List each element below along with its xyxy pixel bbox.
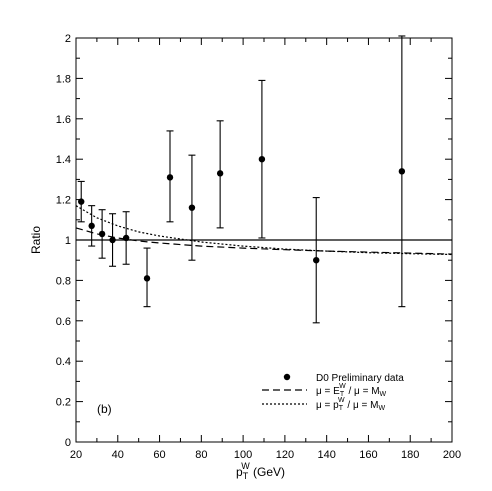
legend-label-data: D0 Preliminary data (316, 373, 404, 384)
data-marker (88, 222, 95, 230)
y-tick-label: 1.2 (56, 195, 71, 207)
data-marker (109, 236, 116, 244)
y-tick-label: 0.4 (56, 356, 71, 368)
data-point (188, 154, 196, 261)
data-point (216, 120, 224, 229)
curve-et-scale (75, 227, 453, 255)
y-tick-label: 0.6 (56, 316, 71, 328)
y-tick-label: 0.8 (56, 275, 71, 287)
theory-curves (75, 205, 453, 256)
y-tick-label: 0.2 (56, 397, 71, 409)
x-tick-label: 180 (401, 449, 419, 461)
data-point (77, 180, 85, 223)
data-marker (398, 168, 406, 175)
data-marker (188, 204, 196, 211)
y-tick-label: 0 (65, 437, 71, 449)
x-tick-label: 40 (112, 449, 124, 461)
y-tick-label: 1.4 (56, 154, 71, 166)
legend-marker-data (283, 373, 291, 381)
x-axis-label: pTW (GeV) (236, 461, 285, 481)
curve-pt-scale (75, 205, 453, 256)
x-axis-label-sup: W (241, 461, 250, 471)
legend-label-dashed: μ = ETW / μ = MW (316, 383, 387, 398)
y-tick-label: 1 (65, 235, 71, 247)
x-tick-label: 160 (359, 449, 377, 461)
legend: D0 Preliminary data μ = ETW / μ = MW μ =… (262, 373, 404, 412)
data-marker (122, 234, 130, 242)
y-axis-label: Ratio (29, 226, 43, 254)
data-point (88, 205, 96, 247)
x-tick-label: 80 (195, 449, 207, 461)
data-point (109, 213, 117, 267)
data-marker (216, 170, 224, 177)
x-tick-label: 120 (276, 449, 294, 461)
data-point (122, 211, 130, 265)
data-point (98, 209, 106, 259)
x-tick-label: 20 (70, 449, 82, 461)
y-tick-label: 1.6 (56, 114, 71, 126)
y-tick-label: 1.8 (56, 73, 71, 85)
data-marker (143, 275, 151, 282)
x-axis-label-main: p (236, 465, 243, 479)
data-point (258, 79, 266, 239)
data-points (77, 35, 406, 324)
x-axis-label-unit: (GeV) (250, 465, 285, 479)
data-point (143, 247, 151, 308)
x-tick-label: 140 (317, 449, 335, 461)
data-marker (78, 198, 85, 205)
data-marker (98, 230, 106, 238)
data-point (312, 197, 320, 324)
y-tick-label: 2 (65, 33, 71, 45)
data-point (166, 130, 174, 223)
x-tick-label: 60 (153, 449, 165, 461)
data-marker (166, 174, 174, 181)
x-tick-label: 100 (234, 449, 252, 461)
legend-label-dotted: μ = pTW / μ = MW (316, 397, 385, 412)
data-marker (258, 156, 266, 163)
x-tick-label: 200 (443, 449, 461, 461)
data-marker (313, 257, 320, 264)
x-axis-label-sub: T (243, 471, 249, 481)
panel-label: (b) (97, 402, 112, 416)
axis-tick-labels: 20 40 60 80 100 120 140 160 180 200 0 0.2 0.4 0.6 0.8 1… (56, 33, 461, 461)
data-point (398, 35, 406, 308)
